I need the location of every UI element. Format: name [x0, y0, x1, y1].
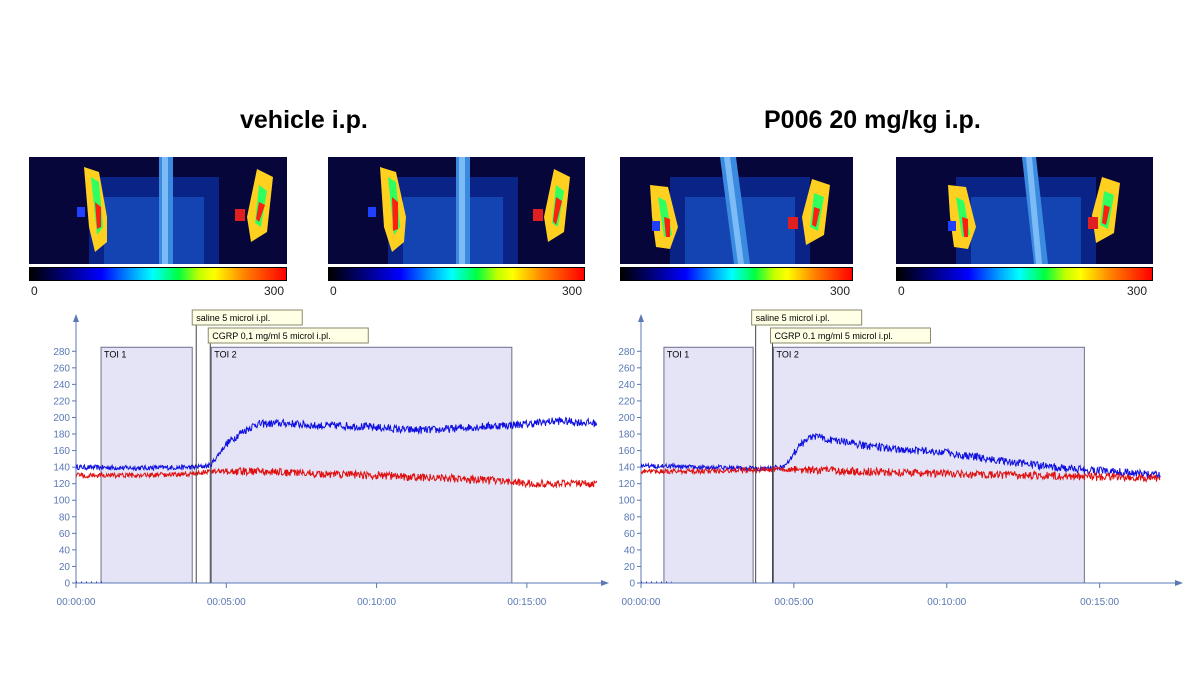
colorbar-3 — [620, 267, 853, 281]
y-tick-label: 60 — [624, 529, 636, 540]
y-tick-label: 40 — [59, 545, 71, 556]
y-tick-label: 120 — [53, 479, 70, 490]
y-tick-label: 240 — [618, 380, 635, 391]
y-axis-arrow — [73, 314, 79, 322]
perfusion-chart-vehicle: TOI 1 TOI 2 0 20 40 60 80 100 120 140 160 180 200 220… — [53, 309, 609, 608]
y-tick-label: 40 — [624, 545, 636, 556]
series-line-1 — [75, 416, 598, 472]
y-tick-label: 80 — [624, 512, 636, 523]
colorbar-4 — [896, 267, 1153, 281]
colorbar-2 — [328, 267, 585, 281]
y-tick-label: 220 — [618, 396, 635, 407]
event-label-1: saline 5 microl i.pl. — [196, 313, 270, 323]
y-axis-arrow — [638, 314, 644, 322]
colorbar-1 — [29, 267, 287, 281]
y-tick-label: 0 — [64, 579, 70, 590]
toi-region-1 — [663, 346, 754, 584]
y-tick-label: 140 — [53, 463, 70, 474]
x-tick-label: 00:15:00 — [1080, 597, 1119, 608]
colorbar-2-max: 300 — [562, 284, 583, 298]
y-tick-label: 120 — [618, 479, 635, 490]
x-tick-label: 00:00:00 — [622, 597, 661, 608]
thermal-image-p006-after — [896, 157, 1153, 264]
thermal-image-vehicle-after — [328, 157, 585, 264]
x-tick-label: 00:10:00 — [357, 597, 396, 608]
y-tick-label: 20 — [59, 562, 71, 573]
x-tick-label: 00:05:00 — [774, 597, 813, 608]
colorbar-2-min: 0 — [330, 284, 337, 298]
toi-region-2 — [210, 346, 513, 584]
y-tick-label: 200 — [618, 413, 635, 424]
series-line-2 — [75, 466, 598, 489]
y-tick-label: 200 — [53, 413, 70, 424]
y-tick-label: 280 — [53, 347, 70, 358]
y-tick-label: 60 — [59, 529, 71, 540]
perfusion-chart-p006: TOI 1 TOI 2 0 20 40 60 80 100 120 140 160 180 200 220… — [618, 309, 1183, 608]
thermal-image-vehicle-before — [29, 157, 287, 264]
event-label-box-2 — [207, 327, 369, 344]
y-tick-label: 100 — [618, 496, 635, 507]
colorbar-1-max: 300 — [264, 284, 285, 298]
toi-label-2: TOI 2 — [777, 349, 799, 359]
y-tick-label: 180 — [53, 430, 70, 441]
event-label-box-1 — [191, 309, 303, 326]
y-tick-label: 80 — [59, 512, 71, 523]
event-label-2: CGRP 0,1 mg/ml 5 microl i.pl. — [212, 331, 330, 341]
y-tick-label: 160 — [618, 446, 635, 457]
series-line-1 — [640, 432, 1161, 479]
colorbar-1-min: 0 — [31, 284, 38, 298]
y-tick-label: 260 — [618, 363, 635, 374]
toi-label-2: TOI 2 — [214, 349, 236, 359]
x-tick-label: 00:05:00 — [207, 597, 246, 608]
x-axis-arrow — [601, 580, 609, 586]
series-line-2 — [640, 464, 1161, 484]
x-tick-label: 00:15:00 — [507, 597, 546, 608]
event-label-box-1 — [751, 309, 863, 326]
y-tick-label: 180 — [618, 430, 635, 441]
panel-title-vehicle: vehicle i.p. — [240, 106, 368, 134]
y-tick-label: 280 — [618, 347, 635, 358]
x-axis-arrow — [1175, 580, 1183, 586]
event-label-1: saline 5 microl i.pl. — [756, 313, 830, 323]
colorbar-3-max: 300 — [830, 284, 851, 298]
y-tick-label: 140 — [618, 463, 635, 474]
x-tick-label: 00:00:00 — [57, 597, 96, 608]
toi-region-1 — [100, 346, 193, 584]
panel-title-p006: P006 20 mg/kg i.p. — [764, 106, 981, 134]
y-tick-label: 260 — [53, 363, 70, 374]
y-tick-label: 220 — [53, 396, 70, 407]
y-tick-label: 20 — [624, 562, 636, 573]
toi-label-1: TOI 1 — [104, 349, 126, 359]
colorbar-4-min: 0 — [898, 284, 905, 298]
y-tick-label: 100 — [53, 496, 70, 507]
event-label-2: CGRP 0.1 mg/ml 5 microl i.pl. — [774, 331, 892, 341]
y-tick-label: 240 — [53, 380, 70, 391]
colorbar-4-max: 300 — [1127, 284, 1148, 298]
x-tick-label: 00:10:00 — [927, 597, 966, 608]
y-tick-label: 160 — [53, 446, 70, 457]
y-tick-label: 0 — [629, 579, 635, 590]
thermal-image-p006-before — [620, 157, 853, 264]
event-label-box-2 — [769, 327, 931, 344]
toi-label-1: TOI 1 — [667, 349, 689, 359]
